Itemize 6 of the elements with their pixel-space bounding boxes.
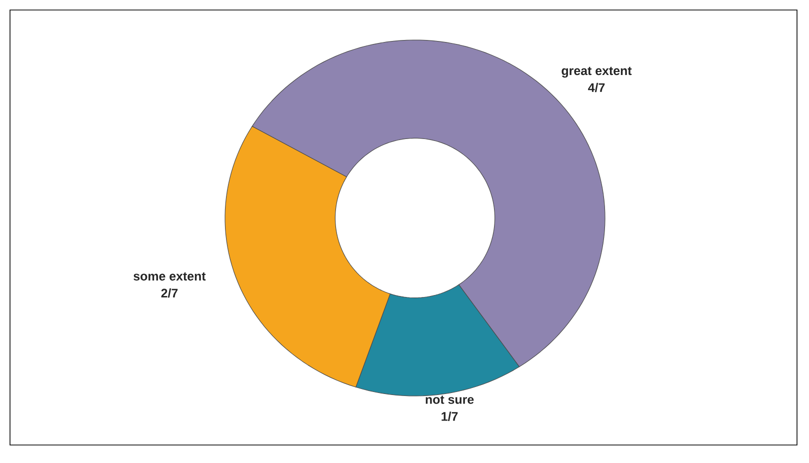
data-label: 1/7 — [442, 412, 458, 421]
data-label: 4/7 — [588, 82, 605, 92]
data-label: 2/7 — [161, 288, 178, 298]
slice-label: some extent — [134, 272, 206, 281]
slice-label: not sure — [426, 396, 474, 404]
slice-label: great extent — [562, 66, 632, 78]
